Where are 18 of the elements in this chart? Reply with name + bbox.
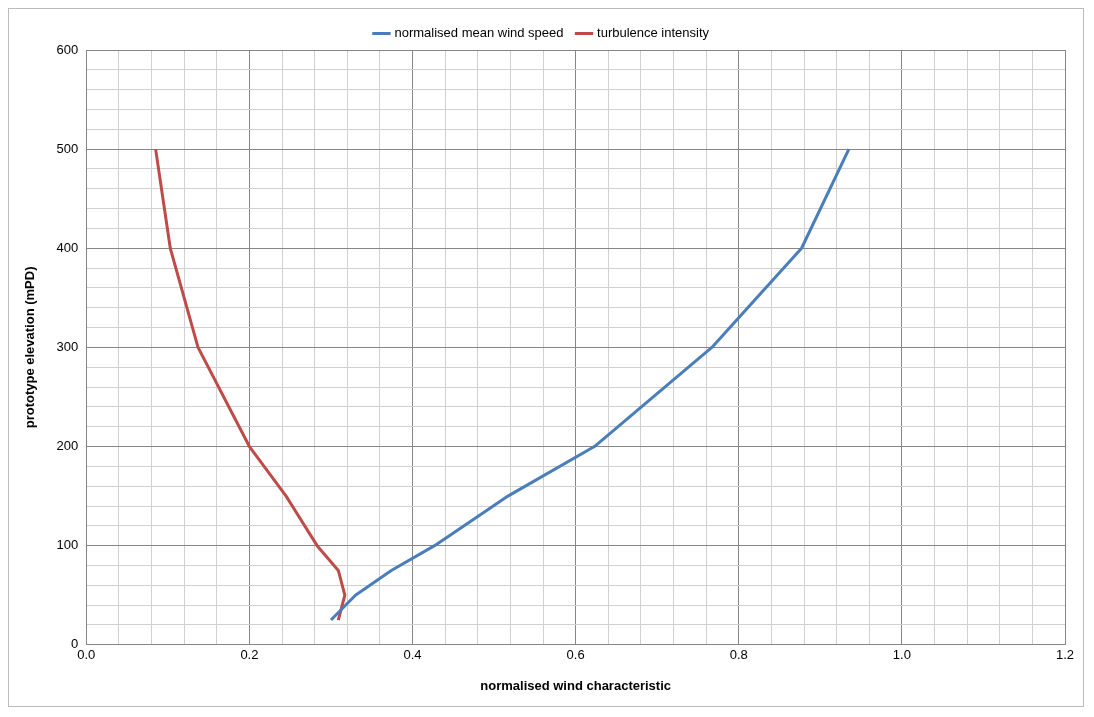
legend-label: normalised mean wind speed [394, 25, 564, 41]
y-tick-label: 400 [56, 239, 79, 255]
x-tick-label: 0.8 [729, 647, 748, 663]
legend-label: turbulence intensity [597, 25, 710, 41]
y-tick-label: 600 [56, 41, 79, 57]
x-tick-label: 0.2 [240, 647, 259, 663]
y-tick-label: 300 [56, 338, 79, 354]
y-axis-title: prototype elevation (mPD) [22, 266, 38, 429]
y-tick-label: 200 [56, 438, 79, 454]
x-tick-label: 0.0 [77, 647, 96, 663]
y-tick-label: 100 [56, 537, 79, 553]
y-tick-label: 500 [56, 140, 79, 156]
x-tick-label: 1.2 [1055, 647, 1075, 663]
y-tick-label: 0 [71, 636, 79, 652]
x-tick-label: 1.0 [892, 647, 911, 663]
x-tick-label: 0.6 [566, 647, 585, 663]
x-tick-label: 0.4 [403, 647, 422, 663]
x-axis-title: normalised wind characteristic [480, 677, 672, 693]
